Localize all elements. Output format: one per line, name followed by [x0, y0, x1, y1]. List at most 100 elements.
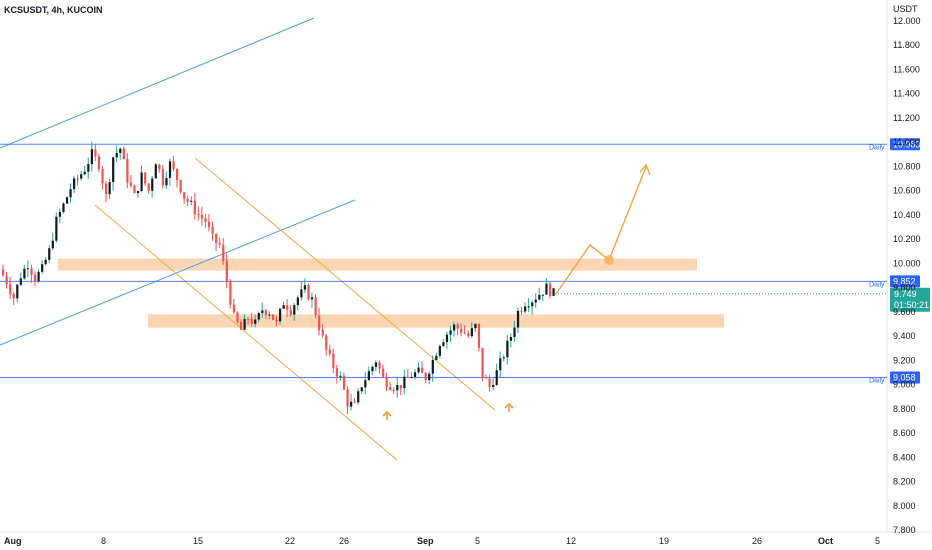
candle-body: [296, 297, 299, 306]
candle-body: [552, 288, 555, 296]
y-tick-label: 8.800: [893, 404, 916, 414]
candle-body: [520, 310, 523, 312]
candle-body: [197, 214, 200, 216]
candle-body: [215, 233, 218, 243]
candle-body: [65, 197, 69, 204]
y-tick-label: 11.000: [893, 137, 920, 147]
candle-body: [58, 211, 62, 217]
y-tick-label: 9.400: [893, 331, 916, 341]
candle-body: [410, 376, 413, 378]
y-tick-label: 8.000: [893, 501, 916, 511]
x-tick-label: Sep: [417, 536, 434, 546]
candle-body: [328, 349, 331, 354]
candle-body: [385, 376, 388, 387]
candle-body: [293, 305, 296, 315]
candle-body: [442, 342, 445, 347]
candle-body: [2, 269, 5, 276]
candle-body: [55, 216, 58, 241]
candle-body: [360, 387, 363, 392]
candle-body: [225, 260, 228, 283]
candle-body: [389, 386, 392, 390]
candle-body: [87, 164, 90, 172]
level-tag: Daily: [869, 144, 885, 151]
y-tick-label: 8.200: [893, 477, 916, 487]
candle-body: [282, 305, 285, 309]
candle-body: [279, 308, 282, 322]
candle-body: [477, 323, 481, 348]
candle-body: [509, 337, 513, 341]
y-tick-label: 11.600: [893, 64, 920, 74]
candle-body: [548, 283, 552, 296]
candle-body: [435, 355, 438, 360]
trendlines: [0, 17, 496, 461]
candle-body: [12, 294, 15, 299]
candle-body: [229, 282, 232, 305]
candle-body: [275, 319, 278, 322]
price-zone: [58, 258, 697, 271]
x-tick-label: Aug: [4, 536, 22, 546]
candle-body: [41, 264, 44, 272]
y-axis: 12.000 11.800 11.600 11.400 11.200 11.000 10.8…: [893, 16, 921, 535]
candle-body: [350, 401, 353, 407]
y-tick-label: 11.800: [893, 40, 920, 50]
candle-body: [94, 149, 97, 157]
y-tick-label: 12.000: [893, 16, 921, 26]
candle-body: [176, 168, 179, 181]
candle-body: [51, 240, 54, 249]
level-badge: [890, 275, 920, 288]
projection-path: [555, 166, 647, 295]
candle-body: [502, 357, 505, 359]
candle-body: [406, 376, 410, 378]
y-tick-label: 10.000: [893, 258, 921, 268]
candle-body: [261, 310, 264, 314]
candle-body: [424, 372, 427, 381]
candle-body: [307, 285, 310, 300]
candle-body: [286, 305, 289, 310]
candle-body: [438, 346, 442, 356]
level-badge-label: 9.058: [893, 373, 916, 383]
y-tick-label: 10.400: [893, 210, 921, 220]
candle-body: [207, 221, 211, 227]
candle-body: [44, 259, 47, 265]
candle-body: [303, 285, 307, 290]
x-tick-label: 15: [193, 536, 203, 546]
candle-body: [122, 148, 125, 160]
x-tick-label: 5: [875, 536, 880, 546]
price-axis[interactable]: [887, 0, 932, 532]
x-tick-label: 8: [101, 536, 106, 546]
candle-body: [481, 347, 484, 378]
candle-body: [243, 318, 246, 330]
candle-body: [236, 312, 239, 323]
y-tick-label: 9.200: [893, 355, 916, 365]
x-tick-label: 22: [285, 536, 295, 546]
candle-body: [247, 318, 250, 320]
y-tick-label: 10.600: [893, 186, 921, 196]
candle-body: [325, 335, 328, 350]
candle-body: [374, 362, 378, 367]
candle-body: [513, 327, 516, 338]
level-badge-label: 9.852: [893, 276, 916, 286]
candle-body: [357, 391, 360, 403]
candle-body: [19, 278, 22, 285]
horizontal-levels: Daily 10.983 Daily 9.852 Daily 9.058 9.74901:5…: [0, 138, 930, 385]
channel-line: [0, 199, 356, 346]
candle-body: [16, 284, 19, 299]
candle-body: [168, 161, 172, 178]
x-tick-label: Oct: [818, 536, 833, 546]
candle-body: [115, 152, 118, 158]
y-tick-label: 11.200: [893, 113, 920, 123]
candle-body: [460, 328, 463, 333]
candle-body: [445, 334, 449, 343]
candle-body: [367, 371, 370, 381]
candle-body: [342, 375, 346, 390]
candle-body: [222, 244, 225, 261]
y-tick-label: 9.800: [893, 283, 916, 293]
candle-body: [488, 378, 491, 388]
candle-body: [119, 148, 122, 153]
candle-body: [467, 333, 470, 337]
candle-body: [332, 353, 335, 369]
annotations: [382, 163, 651, 420]
candle-body: [218, 242, 221, 245]
candle-body: [271, 314, 275, 320]
